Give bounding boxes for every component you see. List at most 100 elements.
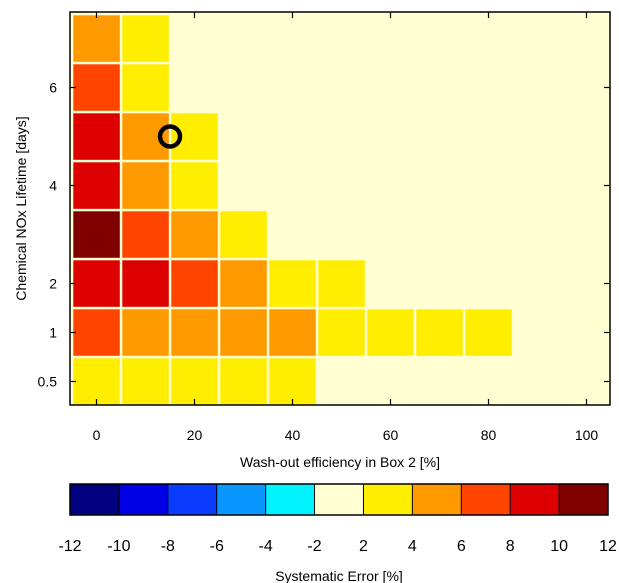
colorbar-bin	[118, 484, 168, 515]
heatmap-cell	[465, 15, 512, 62]
heatmap-cell	[122, 309, 169, 356]
marker-layer	[157, 124, 183, 149]
heatmap-cell	[269, 15, 316, 62]
colorbar-tick-label: 10	[550, 538, 568, 555]
y-axis-title: Chemical NOx Lifetime [days]	[13, 116, 29, 300]
heatmap-cell	[514, 309, 561, 356]
x-tick-label: 0	[93, 427, 101, 443]
heatmap-cell	[318, 15, 365, 62]
heatmap-cell	[416, 15, 463, 62]
colorbar-bin	[314, 484, 364, 515]
heatmap-cell	[465, 64, 512, 111]
heatmap-cell	[367, 211, 414, 258]
x-tick-label: 80	[481, 427, 497, 443]
heatmap-cell	[73, 64, 120, 111]
heatmap-cell	[367, 15, 414, 62]
heatmap-cell	[465, 211, 512, 258]
heatmap-cell	[416, 64, 463, 111]
heatmap-cell	[122, 15, 169, 62]
heatmap-cell	[122, 162, 169, 209]
colorbar-bin	[265, 484, 315, 515]
heatmap-cell	[514, 162, 561, 209]
colorbar-bin	[167, 484, 217, 515]
heatmap-cell	[416, 358, 463, 405]
heatmap-cell	[318, 64, 365, 111]
colorbar-tick-label: 8	[506, 538, 515, 555]
colorbar-bin	[70, 484, 119, 515]
heatmap-cell	[514, 64, 561, 111]
heatmap-cell	[514, 211, 561, 258]
heatmap-cell	[73, 15, 120, 62]
heatmap-cell	[465, 309, 512, 356]
colorbar-bin	[412, 484, 462, 515]
colorbar-bin	[510, 484, 560, 515]
heatmap-cell	[465, 358, 512, 405]
heatmap-cell	[122, 211, 169, 258]
heatmap-cell	[269, 64, 316, 111]
heatmap-cell	[563, 309, 610, 356]
y-tick-label: 0.5	[38, 374, 58, 390]
heatmap-cell	[563, 358, 610, 405]
colorbar-tick-label: 12	[599, 538, 617, 555]
heatmap-cell	[416, 162, 463, 209]
y-tick-label: 1	[49, 325, 57, 341]
heatmap-cell	[367, 309, 414, 356]
heatmap-cell	[563, 260, 610, 307]
heatmap-cell	[318, 162, 365, 209]
heatmap-cell	[318, 358, 365, 405]
heatmap-cell	[171, 260, 218, 307]
heatmap-cell	[220, 260, 267, 307]
colorbar-tick-label: -10	[107, 538, 130, 555]
heatmap-cell	[122, 358, 169, 405]
heatmap-cell	[514, 15, 561, 62]
colorbar-bin	[363, 484, 413, 515]
colorbar-tick-label: 6	[457, 538, 466, 555]
heatmap-cell	[416, 309, 463, 356]
heatmap-cell	[367, 162, 414, 209]
colorbar-tick-label: -2	[307, 538, 321, 555]
colorbar-tick-label: -12	[58, 538, 81, 555]
heatmap-cell	[318, 211, 365, 258]
colorbar-bin	[559, 484, 608, 515]
heatmap-cell	[318, 309, 365, 356]
heatmap-cell	[416, 211, 463, 258]
heatmap-cell	[269, 162, 316, 209]
heatmap-cell	[514, 113, 561, 160]
heatmap-cell	[220, 358, 267, 405]
x-tick-label: 60	[383, 427, 399, 443]
heatmap-cell	[465, 162, 512, 209]
heatmap-cell	[171, 211, 218, 258]
heatmap-cell	[220, 15, 267, 62]
heatmap-cell	[73, 162, 120, 209]
heatmap-cell	[465, 260, 512, 307]
heatmap-cell	[220, 64, 267, 111]
heatmap-cell	[171, 358, 218, 405]
colorbar-tick-label: 2	[359, 538, 368, 555]
heatmap-cell	[220, 162, 267, 209]
heatmap-cell	[367, 260, 414, 307]
heatmap-cells	[70, 12, 610, 405]
heatmap-cell	[367, 358, 414, 405]
colorbar-tick-label: -8	[161, 538, 175, 555]
x-tick-label: 100	[575, 427, 599, 443]
x-tick-label: 20	[187, 427, 203, 443]
heatmap-cell	[318, 260, 365, 307]
heatmap-cell	[220, 309, 267, 356]
x-axis-title: Wash-out efficiency in Box 2 [%]	[240, 454, 440, 470]
heatmap-cell	[563, 15, 610, 62]
plot-frame	[69, 11, 611, 406]
heatmap-cell	[563, 113, 610, 160]
heatmap-cell	[514, 260, 561, 307]
heatmap-cell	[220, 211, 267, 258]
x-axis: 0 20 40 60 80 100	[93, 12, 599, 443]
heatmap-cell	[73, 358, 120, 405]
y-axis: 0.5 1 2 4 6	[38, 80, 610, 390]
heatmap-cell	[416, 260, 463, 307]
heatmap-cell	[269, 211, 316, 258]
heatmap-cell	[220, 113, 267, 160]
heatmap-cell	[514, 358, 561, 405]
colorbar-bin	[216, 484, 266, 515]
heatmap-cell	[171, 15, 218, 62]
heatmap-cell	[171, 309, 218, 356]
